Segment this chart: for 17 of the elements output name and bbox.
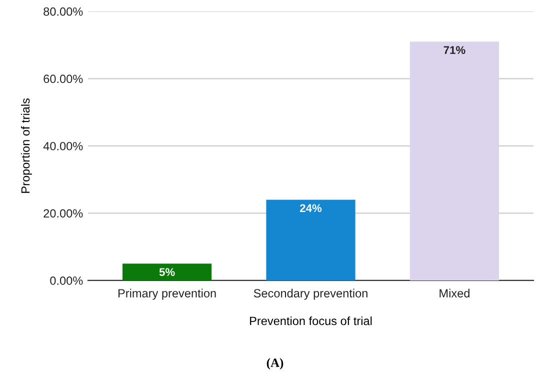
x-tick-label: Mixed — [440, 288, 470, 298]
data-label: 71% — [444, 46, 466, 54]
y-tick-label: 80.00% — [44, 7, 83, 16]
y-tick-label: 20.00% — [44, 209, 83, 218]
text: (A) — [266, 358, 284, 370]
x-tick-label: Secondary prevention — [254, 288, 368, 300]
bar — [410, 42, 500, 280]
bar — [266, 200, 356, 280]
y-axis-title: Proportion of trials — [20, 98, 32, 193]
x-tick-label: Primary prevention — [118, 288, 216, 300]
data-label: 24% — [300, 204, 322, 212]
y-tick-label: 0.00% — [50, 276, 83, 285]
y-tick-label: 60.00% — [44, 74, 83, 84]
data-label: 5% — [159, 268, 175, 276]
x-axis-title: Prevention focus of trial — [250, 316, 372, 326]
bar — [122, 264, 212, 280]
y-tick-label: 40.00% — [43, 142, 83, 150]
